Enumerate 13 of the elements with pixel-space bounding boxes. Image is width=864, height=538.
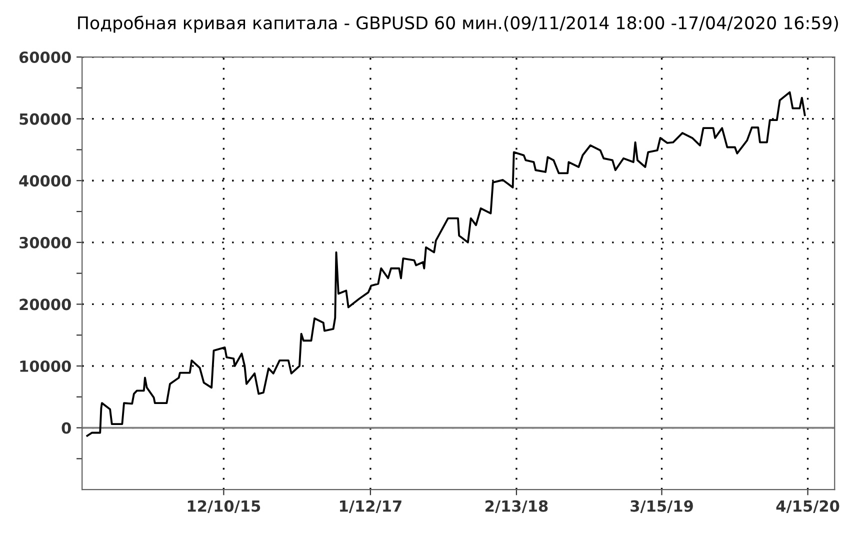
y-tick-label: 30000 [20,236,71,248]
x-tick-label: 2/13/18 [486,500,548,514]
x-tick-label: 12/10/15 [188,500,260,514]
y-tick-label: 40000 [19,175,71,187]
y-tick-label: 20000 [20,298,71,310]
x-tick-label: 3/15/19 [630,500,693,514]
y-tick-label: 10000 [20,360,71,372]
y-tick-label: 50000 [20,113,71,125]
x-tick-label: 4/15/20 [776,500,840,514]
y-tick-label: 0 [62,422,71,434]
chart-title: Подробная кривая капитала - GBPUSD 60 мин.(09/11/2014 18:00 -17/04/2020 16:59) [78,16,838,33]
y-tick-label: 60000 [19,51,71,64]
x-tick-label: 1/12/17 [340,500,402,514]
